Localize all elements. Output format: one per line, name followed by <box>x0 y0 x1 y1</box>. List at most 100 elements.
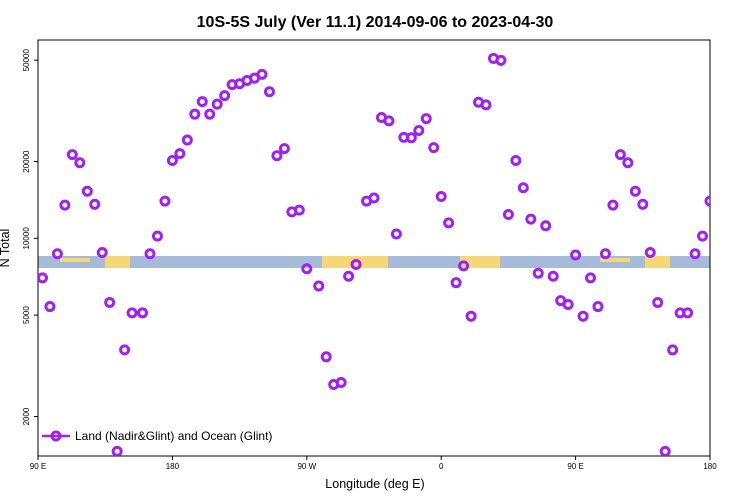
data-point <box>293 204 305 216</box>
y-tick-label: 20000 <box>22 150 31 173</box>
data-point <box>413 124 425 136</box>
data-point <box>144 248 156 260</box>
data-point <box>458 260 470 272</box>
data-point <box>428 142 440 154</box>
data-point <box>502 209 514 221</box>
data-point <box>383 115 395 127</box>
data-point <box>652 297 664 309</box>
data-point <box>256 68 268 80</box>
legend-label: Land (Nadir&Glint) and Ocean (Glint) <box>75 429 272 443</box>
data-point <box>137 307 149 319</box>
data-point <box>159 195 171 207</box>
data-point <box>713 157 721 165</box>
plot-frame <box>37 39 711 457</box>
data-point <box>629 185 641 197</box>
world-map-strip <box>38 256 710 268</box>
data-point <box>435 190 447 202</box>
data-point <box>585 272 597 284</box>
data-point <box>301 263 313 275</box>
y-tick-label: 50000 <box>22 49 31 72</box>
data-point <box>405 132 417 144</box>
data-point <box>271 150 283 162</box>
data-point <box>390 228 402 240</box>
data-point <box>480 99 492 111</box>
chart-title: 10S-5S July (Ver 11.1) 2014-09-06 to 202… <box>197 14 554 31</box>
x-tick-label: 180 <box>703 462 717 471</box>
data-point <box>104 297 116 309</box>
data-point <box>697 230 709 242</box>
data-point <box>540 220 552 232</box>
data-point <box>211 98 223 110</box>
data-point <box>335 376 347 388</box>
data-point <box>607 199 619 211</box>
x-tick-label: 90 E <box>567 462 583 471</box>
data-point <box>682 307 694 319</box>
data-point <box>599 248 611 260</box>
legend: Land (Nadir&Glint) and Ocean (Glint) <box>42 429 272 443</box>
data-point <box>704 195 710 207</box>
land-new-guinea-east <box>645 256 670 268</box>
data-point <box>263 86 275 98</box>
data-point <box>174 148 186 160</box>
data-point <box>350 258 362 270</box>
data-point <box>189 108 201 120</box>
data-point <box>547 270 559 282</box>
y-axis-label: N Total <box>0 229 12 268</box>
x-tick-label: 90 E <box>30 462 46 471</box>
data-point <box>74 157 86 169</box>
data-point <box>81 185 93 197</box>
data-point <box>517 182 529 194</box>
x-tick-label: 0 <box>439 462 444 471</box>
data-point <box>644 247 656 259</box>
data-point <box>659 445 671 456</box>
y-tick-label: 2000 <box>22 407 31 425</box>
data-point <box>313 280 325 292</box>
land-islands-west <box>60 258 90 262</box>
data-point <box>592 301 604 313</box>
data-point <box>525 213 537 225</box>
data-point <box>196 96 208 108</box>
data-point <box>562 299 574 311</box>
data-point <box>465 310 477 322</box>
data-points <box>38 52 721 456</box>
data-point <box>577 310 589 322</box>
land-new-guinea <box>105 256 130 268</box>
data-point <box>59 199 71 211</box>
data-point <box>126 307 138 319</box>
x-tick-label: 180 <box>166 462 180 471</box>
land-islands-east <box>600 258 630 262</box>
data-point <box>320 351 332 363</box>
legend-marker <box>50 430 62 442</box>
data-point <box>166 155 178 167</box>
data-point <box>443 217 455 229</box>
data-point <box>667 344 679 356</box>
data-point <box>51 248 63 260</box>
data-point <box>38 272 48 284</box>
data-point <box>343 270 355 282</box>
data-point <box>204 108 216 120</box>
x-axis: 90 E 180 90 W 0 90 E 180 <box>30 456 717 471</box>
data-point <box>151 230 163 242</box>
data-point <box>96 247 108 259</box>
data-point <box>622 157 634 169</box>
data-point <box>119 344 131 356</box>
data-point <box>614 149 626 161</box>
data-point <box>66 149 78 161</box>
y-tick-label: 5000 <box>22 306 31 324</box>
data-point <box>278 143 290 155</box>
y-axis: 2000 5000 10000 20000 50000 <box>22 49 38 425</box>
data-point <box>181 134 193 146</box>
land-africa <box>460 256 500 268</box>
y-tick-label: 10000 <box>22 227 31 250</box>
data-point <box>89 198 101 210</box>
x-axis-label: Longitude (deg E) <box>325 477 424 491</box>
x-tick-label: 90 W <box>297 462 316 471</box>
data-point <box>219 90 231 102</box>
data-point <box>420 113 432 125</box>
data-point <box>368 192 380 204</box>
data-point <box>495 54 507 66</box>
data-point <box>450 277 462 289</box>
data-point <box>532 267 544 279</box>
data-point <box>44 301 56 313</box>
